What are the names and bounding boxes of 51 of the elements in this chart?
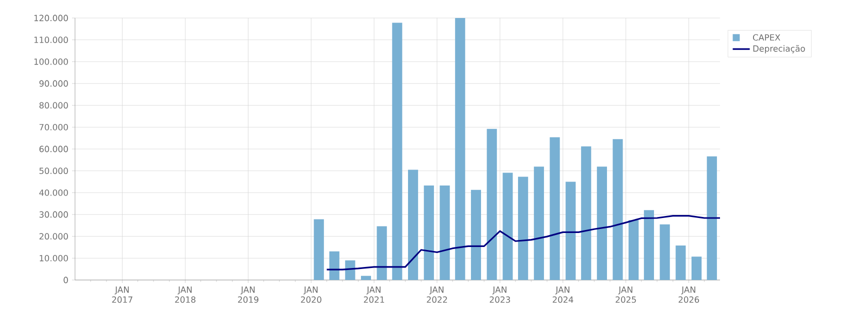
x-tick-label: JAN 2023 (490, 286, 510, 303)
bar (596, 166, 607, 280)
bar (440, 185, 450, 280)
bar (376, 226, 387, 280)
x-tick-label: JAN 2022 (426, 286, 447, 303)
y-tick-label: 100.000 (34, 58, 68, 65)
bar (550, 137, 560, 280)
x-tick-label: JAN 2026 (678, 286, 700, 303)
y-tick-label: 60.000 (39, 146, 68, 152)
bar (706, 156, 717, 280)
bar (581, 146, 592, 280)
bar (392, 22, 402, 280)
bar (329, 251, 340, 280)
x-tick-label: JAN 2024 (552, 286, 574, 303)
bar (628, 220, 639, 280)
y-tick-label: 90.000 (39, 80, 68, 87)
bar (455, 18, 466, 280)
bar (408, 170, 418, 280)
y-tick-label: 0 (64, 276, 68, 284)
legend-label: CAPEX (753, 34, 780, 41)
y-tick-label: 120.000 (34, 14, 68, 22)
bar (345, 260, 356, 280)
x-tick-label: JAN 2018 (175, 286, 196, 303)
bar (660, 224, 670, 280)
x-tick-label: JAN 2017 (112, 286, 132, 303)
y-tick-label: 20.000 (39, 233, 68, 240)
y-tick-label: 40.000 (39, 189, 68, 196)
bar (534, 166, 544, 280)
bar (424, 185, 434, 280)
bar (644, 210, 654, 280)
bar (314, 219, 324, 280)
legend-label: Depreciação (753, 45, 805, 54)
bar (676, 246, 686, 280)
bar (486, 128, 497, 280)
y-tick-label: 70.000 (40, 124, 68, 130)
bar (470, 190, 482, 280)
y-tick-label: 30.000 (39, 211, 68, 218)
y-tick-label: 10.000 (40, 254, 68, 262)
y-tick-label: 50.000 (40, 168, 68, 174)
bar (612, 139, 623, 280)
y-tick-label: 80.000 (39, 102, 68, 109)
x-tick-label: JAN 2019 (238, 286, 258, 303)
x-tick-label: JAN 2021 (364, 286, 384, 303)
x-tick-label: JAN 2025 (616, 286, 636, 303)
bar (518, 176, 528, 280)
bar (566, 182, 576, 280)
bar (502, 172, 513, 280)
bar (692, 256, 702, 280)
y-tick-label: 110.000 (34, 36, 68, 44)
x-tick-label: JAN 2020 (300, 286, 322, 303)
bar (360, 276, 372, 280)
